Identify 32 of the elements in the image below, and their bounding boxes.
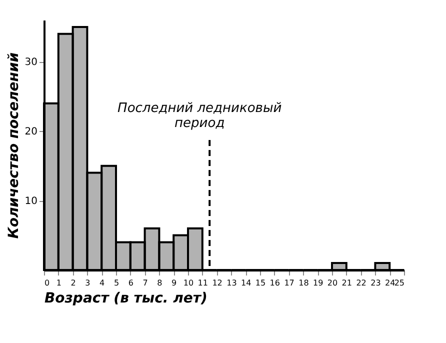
x-tick-label: 23 bbox=[370, 278, 381, 288]
x-tick-label: 19 bbox=[313, 278, 324, 288]
x-axis-title: Возраст (в тыс. лет) bbox=[44, 290, 208, 306]
x-tick-label: 17 bbox=[284, 278, 294, 288]
x-tick-label: 13 bbox=[226, 278, 237, 288]
x-tick-label: 22 bbox=[356, 278, 366, 288]
x-tick-label: 15 bbox=[255, 278, 266, 288]
x-tick-label: 3 bbox=[85, 278, 90, 288]
x-tick-label: 9 bbox=[172, 278, 177, 288]
x-tick-label: 5 bbox=[114, 278, 120, 288]
x-tick-label: 6 bbox=[128, 278, 134, 288]
x-tick-label: 8 bbox=[157, 278, 162, 288]
x-tick-label: 12 bbox=[212, 278, 222, 288]
x-tick-label: 21 bbox=[342, 278, 352, 288]
y-tick-label: 20 bbox=[24, 126, 38, 138]
y-tick-label: 10 bbox=[24, 196, 38, 208]
x-tick-label: 4 bbox=[100, 278, 105, 288]
x-tick-label: 11 bbox=[198, 278, 208, 288]
x-tick-label: 7 bbox=[142, 278, 148, 288]
x-tick-label: 14 bbox=[241, 278, 252, 288]
x-tick-label: 2 bbox=[70, 278, 76, 288]
x-tick-label: 10 bbox=[183, 278, 194, 288]
x-tick-label: 0 bbox=[44, 278, 50, 288]
ref-line-label: Последний ледниковый период bbox=[118, 101, 282, 131]
x-tick-label: 24 bbox=[385, 278, 396, 288]
x-tick-label: 25 bbox=[394, 278, 404, 288]
x-tick-label: 20 bbox=[327, 278, 338, 288]
y-tick-label: 30 bbox=[24, 57, 38, 68]
x-tick-label: 16 bbox=[270, 278, 280, 288]
x-tick-label: 1 bbox=[56, 278, 62, 288]
y-axis-title: Количество поселений bbox=[6, 52, 22, 239]
x-tick-label: 18 bbox=[298, 278, 309, 288]
